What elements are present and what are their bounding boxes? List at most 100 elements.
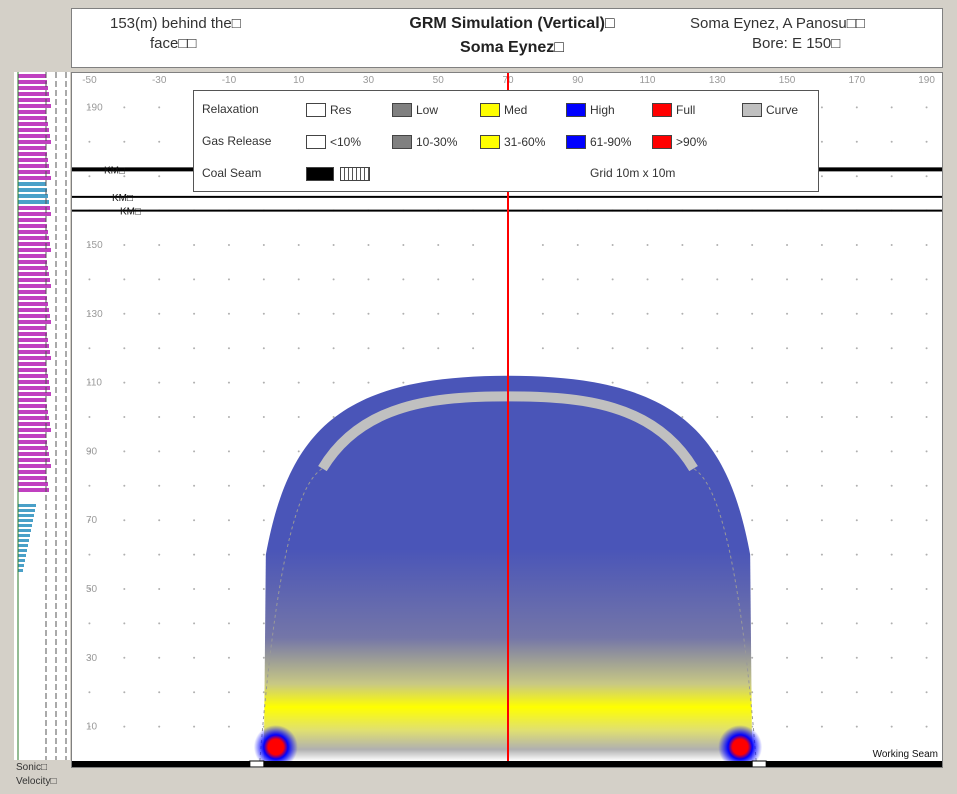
grid-dot <box>227 553 230 556</box>
grid-dot <box>925 381 928 384</box>
x-tick-label: -10 <box>222 75 237 86</box>
grid-dot <box>646 347 649 350</box>
x-tick-label: 110 <box>640 75 656 86</box>
sonic-bar <box>18 476 47 480</box>
sonic-bar <box>18 458 50 462</box>
legend-swatch <box>480 134 500 149</box>
grid-dot <box>541 347 544 350</box>
x-tick-label: 130 <box>709 75 726 86</box>
grid-dot <box>751 519 754 522</box>
grid-dot <box>820 175 823 178</box>
sonic-bar <box>18 86 48 90</box>
outer-curve <box>259 468 757 762</box>
legend-row-label: Coal Seam <box>202 166 262 180</box>
grid-dot <box>123 416 126 418</box>
grid-dot <box>227 656 230 659</box>
coal-seam-label: KM□ <box>112 193 133 204</box>
grid-dot <box>123 588 126 590</box>
grid-dot <box>716 347 719 350</box>
sonic-bar <box>18 134 50 138</box>
legend-row-gas-release: Gas Release <10% 10-30% 31-60% 61-90% >9… <box>194 131 820 151</box>
sonic-bar <box>18 230 48 234</box>
sonic-bar <box>18 529 31 532</box>
grid-dot <box>262 656 265 659</box>
header-bore-line: Bore: E 150□ <box>752 35 841 52</box>
sonic-bar <box>18 122 48 126</box>
grid-dot <box>820 278 823 281</box>
sonic-bar <box>18 128 49 132</box>
grid-dot <box>262 312 265 315</box>
grid-dot <box>297 278 300 281</box>
legend-item-low: Low <box>392 99 438 120</box>
grid-dot <box>751 691 754 694</box>
legend-swatch <box>306 166 334 181</box>
grid-dot <box>227 244 230 246</box>
legend-item-high: High <box>566 99 615 120</box>
coal-seam-label: KM□ <box>120 207 141 218</box>
grid-dot <box>88 106 91 109</box>
grid-dot <box>925 347 928 350</box>
sonic-bar <box>18 350 50 354</box>
grid-dot <box>227 725 230 728</box>
sonic-bar <box>18 338 48 342</box>
sonic-bar <box>18 284 51 288</box>
x-tick-label: 90 <box>572 75 584 86</box>
grid-dot <box>751 312 754 315</box>
grid-dot <box>855 450 858 453</box>
grid-dot <box>227 381 230 384</box>
legend-item-31-60: 31-60% <box>480 131 545 152</box>
sonic-bar <box>18 158 48 162</box>
legend-panel: Relaxation Res Low Med High Full Curve G… <box>193 90 819 192</box>
grid-dot <box>890 691 893 694</box>
grid-dot <box>262 278 265 281</box>
grid-dot <box>716 278 719 281</box>
grid-dot <box>262 622 265 625</box>
grid-dot <box>716 416 719 418</box>
grid-dot <box>88 312 91 315</box>
grid-dot <box>681 416 684 418</box>
sonic-bar <box>18 182 46 186</box>
grid-dot <box>437 312 440 315</box>
y-tick-label: 50 <box>86 584 98 595</box>
grid-dot <box>820 725 823 728</box>
grid-dot <box>193 484 196 487</box>
sonic-bar <box>18 212 51 216</box>
grid-dot <box>158 347 161 350</box>
sonic-bar <box>18 326 46 330</box>
grid-dot <box>820 519 823 522</box>
sonic-bar <box>18 482 48 486</box>
sonic-bar <box>18 188 47 192</box>
grid-dot <box>925 484 928 487</box>
sonic-bar <box>18 272 49 276</box>
working-seam-gap-right <box>751 760 767 767</box>
working-seam <box>72 761 942 767</box>
grid-dot <box>925 175 928 178</box>
grid-dot <box>890 656 893 659</box>
grid-dot <box>820 691 823 694</box>
grid-dot <box>472 278 475 281</box>
grid-dot <box>227 416 230 418</box>
grid-dot <box>437 244 440 246</box>
grid-dot <box>472 347 475 350</box>
sonic-bar <box>18 368 47 372</box>
grid-dot <box>716 450 719 453</box>
grid-dot <box>158 553 161 556</box>
legend-item-lt10: <10% <box>306 131 361 152</box>
grid-dot <box>88 484 91 487</box>
grid-dot <box>158 519 161 522</box>
y-tick-label: 150 <box>86 240 103 251</box>
sonic-bar <box>18 116 47 120</box>
sonic-bar <box>18 74 46 78</box>
grid-dot <box>786 725 789 728</box>
grid-dot <box>227 450 230 453</box>
grid-dot <box>332 416 335 418</box>
grid-dot <box>751 278 754 281</box>
grid-dot <box>855 416 858 418</box>
grid-dot <box>855 656 858 659</box>
x-tick-label: 30 <box>363 75 375 86</box>
grid-dot <box>925 416 928 418</box>
sonic-bar <box>18 314 50 318</box>
grid-dot <box>123 725 126 728</box>
grid-dot <box>890 553 893 556</box>
